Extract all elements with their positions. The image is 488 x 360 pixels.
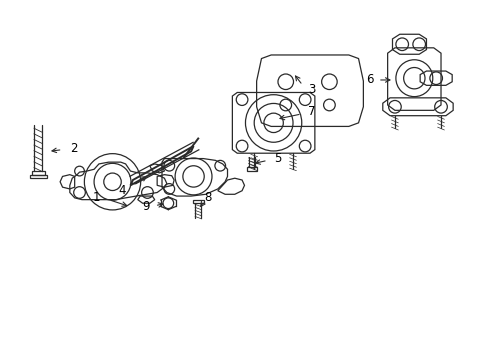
Text: 2: 2 — [70, 142, 77, 155]
Text: 3: 3 — [307, 84, 314, 96]
Text: 4: 4 — [118, 184, 126, 197]
Text: 6: 6 — [365, 73, 373, 86]
Text: 7: 7 — [307, 105, 315, 118]
Text: 8: 8 — [204, 191, 211, 204]
Text: 1: 1 — [93, 191, 100, 204]
Text: 5: 5 — [273, 152, 281, 165]
Text: 9: 9 — [142, 200, 150, 213]
